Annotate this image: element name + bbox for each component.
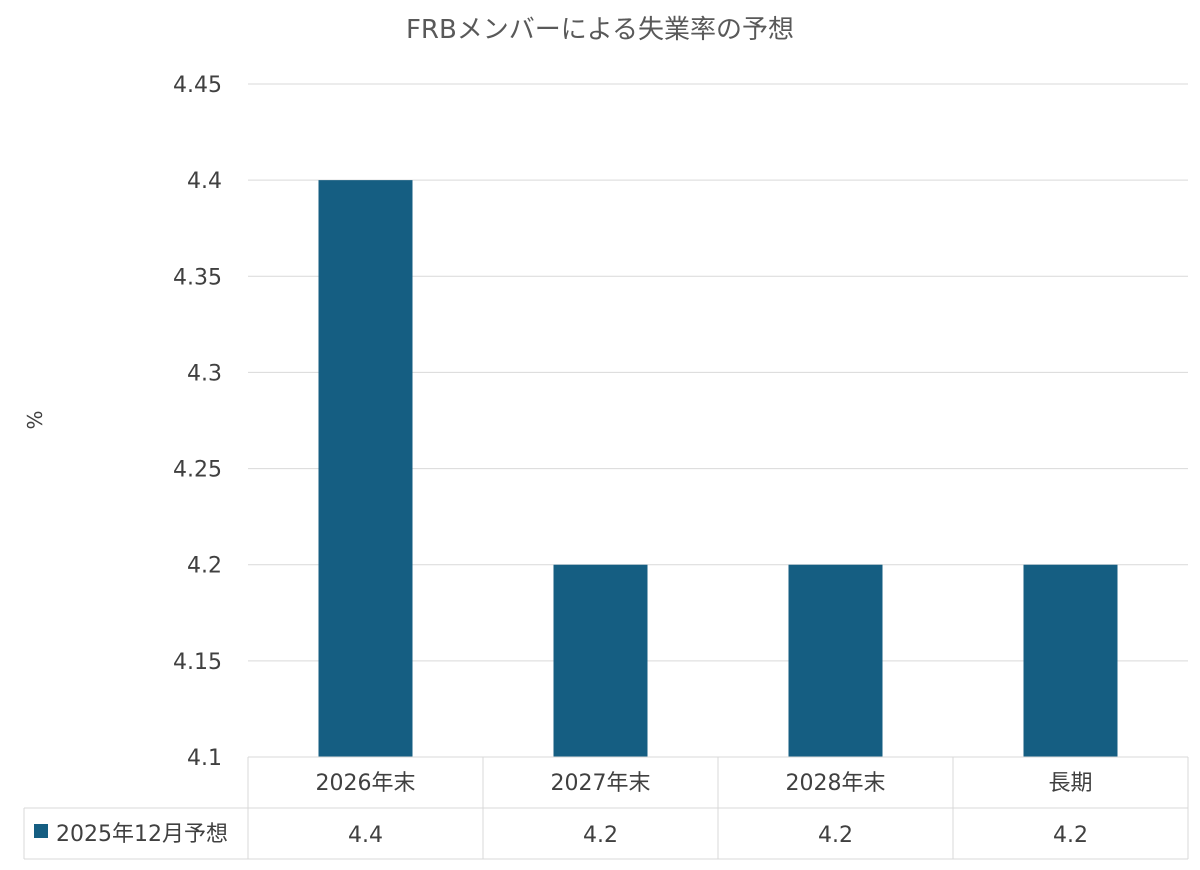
data-table-value: 4.2 [1053, 823, 1088, 848]
bar [788, 564, 883, 757]
y-tick-label: 4.4 [187, 169, 222, 194]
y-tick-label: 4.2 [187, 554, 222, 579]
y-tick-label: 4.15 [173, 650, 222, 675]
data-table-value: 4.2 [583, 823, 618, 848]
y-tick-label: 4.35 [173, 265, 222, 290]
y-tick-label: 4.45 [173, 73, 222, 98]
bar [1023, 564, 1118, 757]
bar [553, 564, 648, 757]
x-category-label: 2027年末 [551, 771, 651, 796]
data-table: 2026年末 4.4 2027年末 4.2 2028年末 4.2 長期 4.2 2025年12月… [23, 756, 1189, 860]
bar [318, 180, 413, 758]
x-category-label: 2026年末 [316, 771, 416, 796]
data-table-value: 4.4 [348, 823, 383, 848]
y-tick-label: 4.3 [187, 361, 222, 386]
chart-title: FRBメンバーによる失業率の予想 [406, 15, 794, 45]
bars [318, 180, 1118, 758]
y-tick-label: 4.1 [187, 746, 222, 771]
legend-label: 2025年12月予想 [56, 822, 228, 847]
y-axis-label: % [23, 410, 47, 429]
x-category-label: 2028年末 [786, 771, 886, 796]
y-axis-ticks: 4.1 4.15 4.2 4.25 4.3 4.35 4.4 4.45 [173, 73, 222, 771]
x-category-label: 長期 [1048, 771, 1092, 796]
y-tick-label: 4.25 [173, 458, 222, 483]
legend-key [34, 824, 48, 838]
data-table-value: 4.2 [818, 823, 853, 848]
